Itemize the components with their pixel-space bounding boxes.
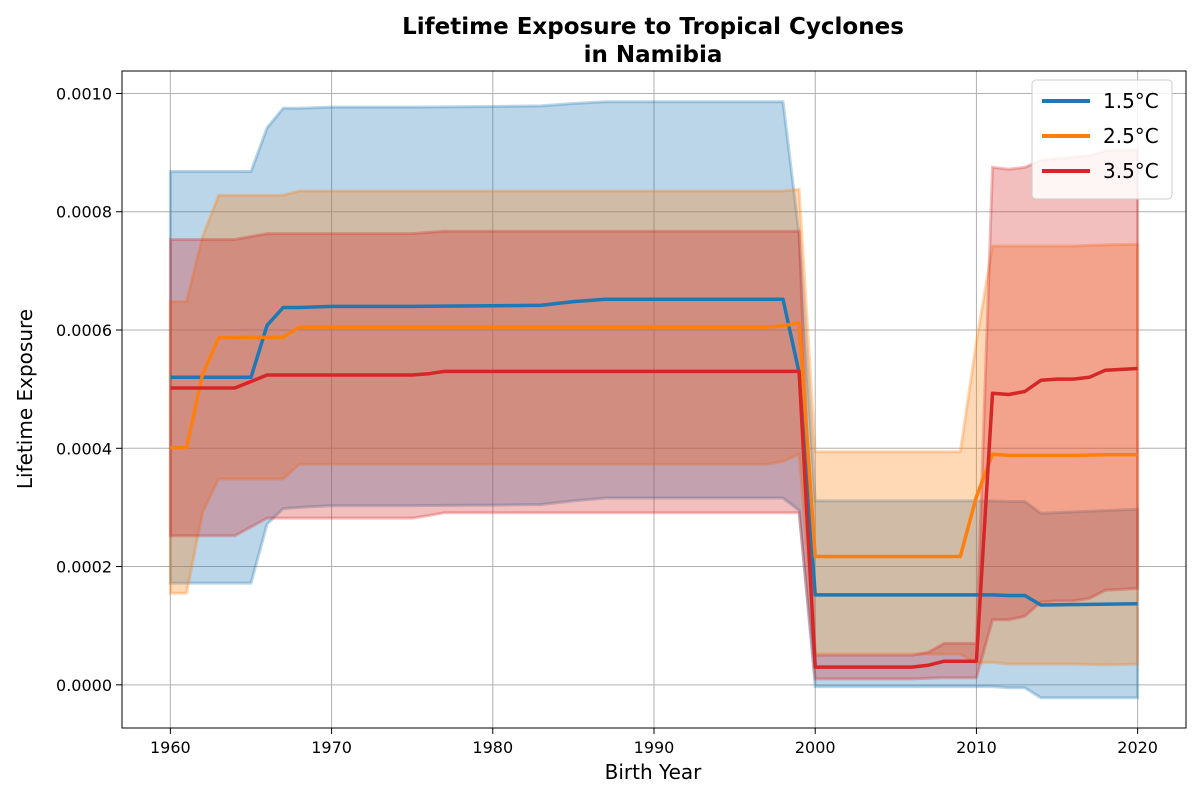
legend-label-2: 3.5°C: [1103, 159, 1159, 183]
x-tick-label: 1970: [311, 738, 352, 757]
series-line-2: [170, 366, 1138, 669]
x-tick-label: 2010: [956, 738, 997, 757]
y-tick-label: 0.0000: [56, 676, 112, 695]
series-band-2: [168, 148, 1140, 681]
legend: 1.5°C 2.5°C 3.5°C: [1031, 79, 1173, 200]
x-tick-label: 2000: [795, 738, 836, 757]
x-tick-label: 2020: [1117, 738, 1158, 757]
series-line-0: [170, 297, 1138, 607]
line-layer: [170, 297, 1138, 669]
y-tick-label: 0.0002: [56, 558, 112, 577]
x-tick-label: 1980: [472, 738, 513, 757]
legend-label-1: 2.5°C: [1103, 124, 1159, 148]
x-axis-label: Birth Year: [605, 760, 702, 784]
tick-layer: 1960 1970 1980 1990 2000 2010 2020 0.0000 0.0002…: [56, 84, 1158, 757]
grid-layer: [122, 71, 1186, 728]
chart-subtitle: in Namibia: [584, 42, 723, 68]
y-tick-label: 0.0004: [56, 439, 112, 458]
series-band-0: [168, 100, 1140, 700]
series-line-1: [170, 321, 1138, 559]
x-tick-label: 1960: [150, 738, 191, 757]
y-axis-label: Lifetime Exposure: [13, 309, 37, 489]
y-tick-label: 0.0010: [56, 84, 112, 103]
legend-label-0: 1.5°C: [1103, 89, 1159, 113]
y-tick-label: 0.0006: [56, 321, 112, 340]
x-tick-label: 1990: [634, 738, 675, 757]
y-tick-label: 0.0008: [56, 203, 112, 222]
chart-title: Lifetime Exposure to Tropical Cyclones: [402, 14, 904, 40]
